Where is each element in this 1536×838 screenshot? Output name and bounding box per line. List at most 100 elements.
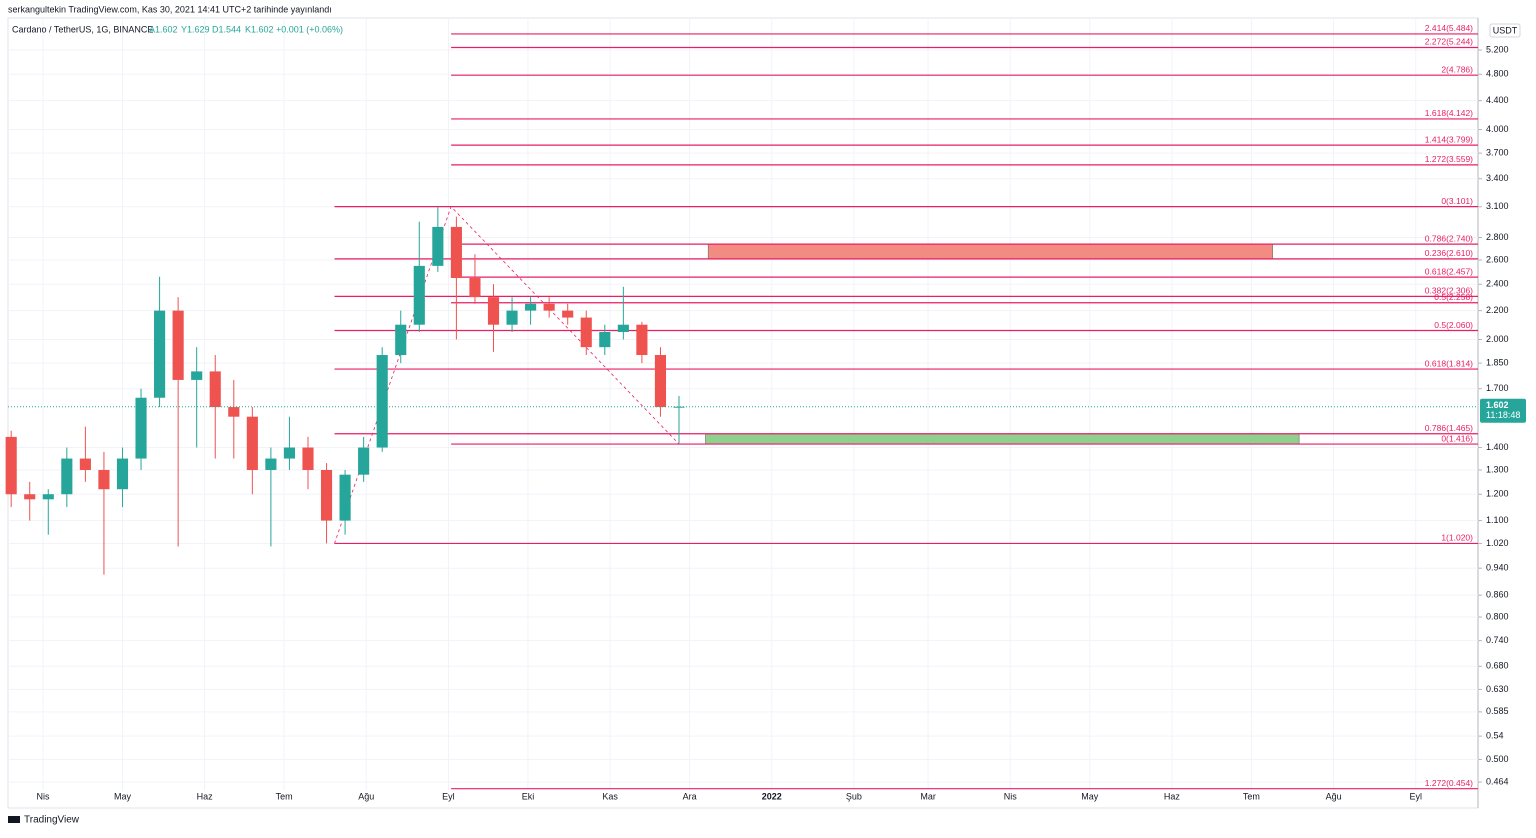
y-tick-label: 1.020: [1486, 538, 1509, 548]
candle-body: [673, 406, 685, 408]
candle-body: [487, 297, 500, 325]
y-tick-label: 2.800: [1486, 232, 1509, 242]
y-tick-label: 2.600: [1486, 254, 1509, 264]
candle-body: [617, 324, 629, 333]
candle-body: [172, 310, 184, 380]
symbol: Cardano / TetherUS, 1G, BINANCE: [12, 24, 153, 34]
y-tick-label: 4.400: [1486, 95, 1509, 105]
x-tick-label: Mar: [920, 791, 936, 801]
x-tick-label: Ağu: [1326, 791, 1342, 801]
fib-label: 1.272(0.454): [1425, 778, 1473, 788]
candle-body: [432, 226, 444, 266]
fib-label: 0.5(2.258): [1434, 292, 1473, 302]
fib-label: 0.5(2.060): [1434, 320, 1473, 330]
candle-body: [98, 469, 110, 490]
ohlc-high: Y1.629: [181, 24, 210, 34]
fib-label: 0.618(1.814): [1425, 358, 1473, 368]
candle-body: [320, 469, 333, 521]
candle-body: [154, 310, 166, 398]
y-tick-label: 2.200: [1486, 305, 1509, 315]
y-tick-label: 0.630: [1486, 684, 1509, 694]
currency[interactable]: USDT: [1493, 25, 1518, 35]
y-tick-label: 0.860: [1486, 590, 1509, 600]
candle-body: [265, 458, 277, 470]
candle-body: [61, 458, 73, 495]
ohlc-open: A1.602: [149, 24, 178, 34]
fib-label: 0.618(2.457): [1425, 266, 1473, 276]
candle-body: [228, 407, 240, 417]
y-tick-label: 1.400: [1486, 442, 1509, 452]
y-tick-label: 4.800: [1486, 69, 1509, 79]
candle-body: [599, 332, 611, 348]
fib-label: 0.786(2.740): [1425, 233, 1473, 243]
zigzag: [334, 205, 680, 544]
fib-label: 0.382(2.306): [1425, 286, 1473, 296]
candle-body: [283, 447, 296, 459]
fib-label: 1.272(3.559): [1425, 154, 1473, 164]
fib-label: 2.272(5.244): [1425, 37, 1473, 47]
candle-body: [413, 265, 425, 325]
x-tick-label: May: [1081, 791, 1099, 801]
x-tick-label: May: [114, 791, 132, 801]
y-tick-label: 0.585: [1486, 706, 1509, 716]
fib-label: 1.618(4.142): [1425, 108, 1473, 118]
y-tick-label: 0.940: [1486, 563, 1509, 573]
last-price: 1.602: [1486, 400, 1509, 410]
candle-body: [79, 458, 91, 470]
y-tick-label: 2.400: [1486, 279, 1509, 289]
y-tick-label: 1.100: [1486, 515, 1509, 525]
y-tick-label: 5.200: [1486, 44, 1509, 54]
candle-body: [116, 458, 129, 490]
countdown: 11:18:48: [1486, 410, 1520, 420]
y-tick-label: 0.800: [1486, 611, 1509, 621]
y-tick-label: 0.500: [1486, 754, 1509, 764]
candle-body: [636, 324, 648, 356]
ohlc-close: K1.602: [245, 24, 274, 34]
candle-body: [24, 494, 36, 500]
candle-body: [450, 226, 462, 279]
candle-body: [525, 303, 537, 311]
zone: [705, 433, 1300, 445]
fib-label: 0(1.416): [1441, 433, 1473, 443]
x-tick-label: Kas: [602, 791, 618, 801]
x-tick-label: 2022: [762, 791, 782, 801]
candle-body: [654, 355, 667, 408]
x-tick-label: Haz: [1164, 791, 1181, 801]
currency-box[interactable]: [1489, 23, 1521, 38]
y-tick-label: 0.740: [1486, 635, 1509, 645]
ohlc-low: D1.544: [212, 24, 241, 34]
y-tick-label: 0.680: [1486, 661, 1509, 671]
y-tick-label: 3.700: [1486, 148, 1509, 158]
candle-body: [246, 416, 258, 470]
candle-body: [135, 397, 147, 459]
y-tick-label: 0.464: [1486, 776, 1509, 786]
brand: TradingView: [24, 815, 80, 826]
fib-label: 0.786(1.465): [1425, 423, 1473, 433]
y-tick-label: 4.000: [1486, 124, 1509, 134]
y-tick-label: 1.300: [1486, 464, 1509, 474]
published-note: serkangultekin TradingView.com, Kas 30, …: [8, 4, 332, 14]
change: +0.001 (+0.06%): [276, 24, 343, 34]
x-tick-label: Nis: [1004, 791, 1017, 801]
tv-logo: [8, 816, 20, 823]
x-tick-label: Haz: [197, 791, 214, 801]
candle-body: [469, 278, 481, 298]
fib-label: 1(1.020): [1441, 533, 1473, 543]
candle-body: [5, 436, 17, 495]
x-tick-label: Nis: [36, 791, 49, 801]
y-tick-label: 3.100: [1486, 201, 1509, 211]
candle-body: [358, 447, 370, 475]
candle-body: [562, 310, 574, 318]
x-tick-label: Ağu: [358, 791, 374, 801]
x-tick-label: Eyl: [1409, 791, 1422, 801]
candle-body: [506, 310, 518, 325]
x-tick-label: Tem: [276, 791, 293, 801]
fib-label: 0(3.101): [1441, 196, 1473, 206]
y-tick-label: 3.400: [1486, 173, 1509, 183]
x-tick-label: Ara: [683, 791, 697, 801]
y-tick-label: 1.850: [1486, 357, 1509, 367]
y-tick-label: 1.700: [1486, 383, 1509, 393]
y-tick-label: 2.000: [1486, 334, 1509, 344]
